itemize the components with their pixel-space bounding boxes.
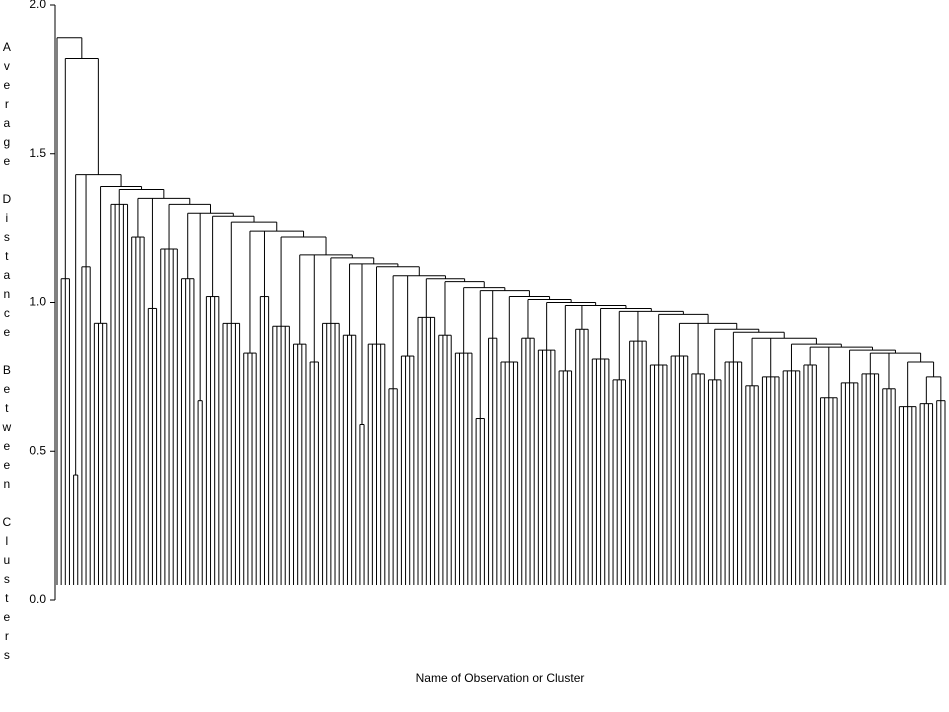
y-tick-label: 1.0 xyxy=(29,295,46,309)
y-axis-label: Average Distance Between Clusters xyxy=(0,40,14,667)
y-tick-label: 2.0 xyxy=(29,0,46,11)
y-tick-label: 0.0 xyxy=(29,592,46,606)
y-tick-label: 0.5 xyxy=(29,443,46,457)
y-tick-label: 1.5 xyxy=(29,146,46,160)
x-axis-label: Name of Observation or Cluster xyxy=(416,671,585,685)
